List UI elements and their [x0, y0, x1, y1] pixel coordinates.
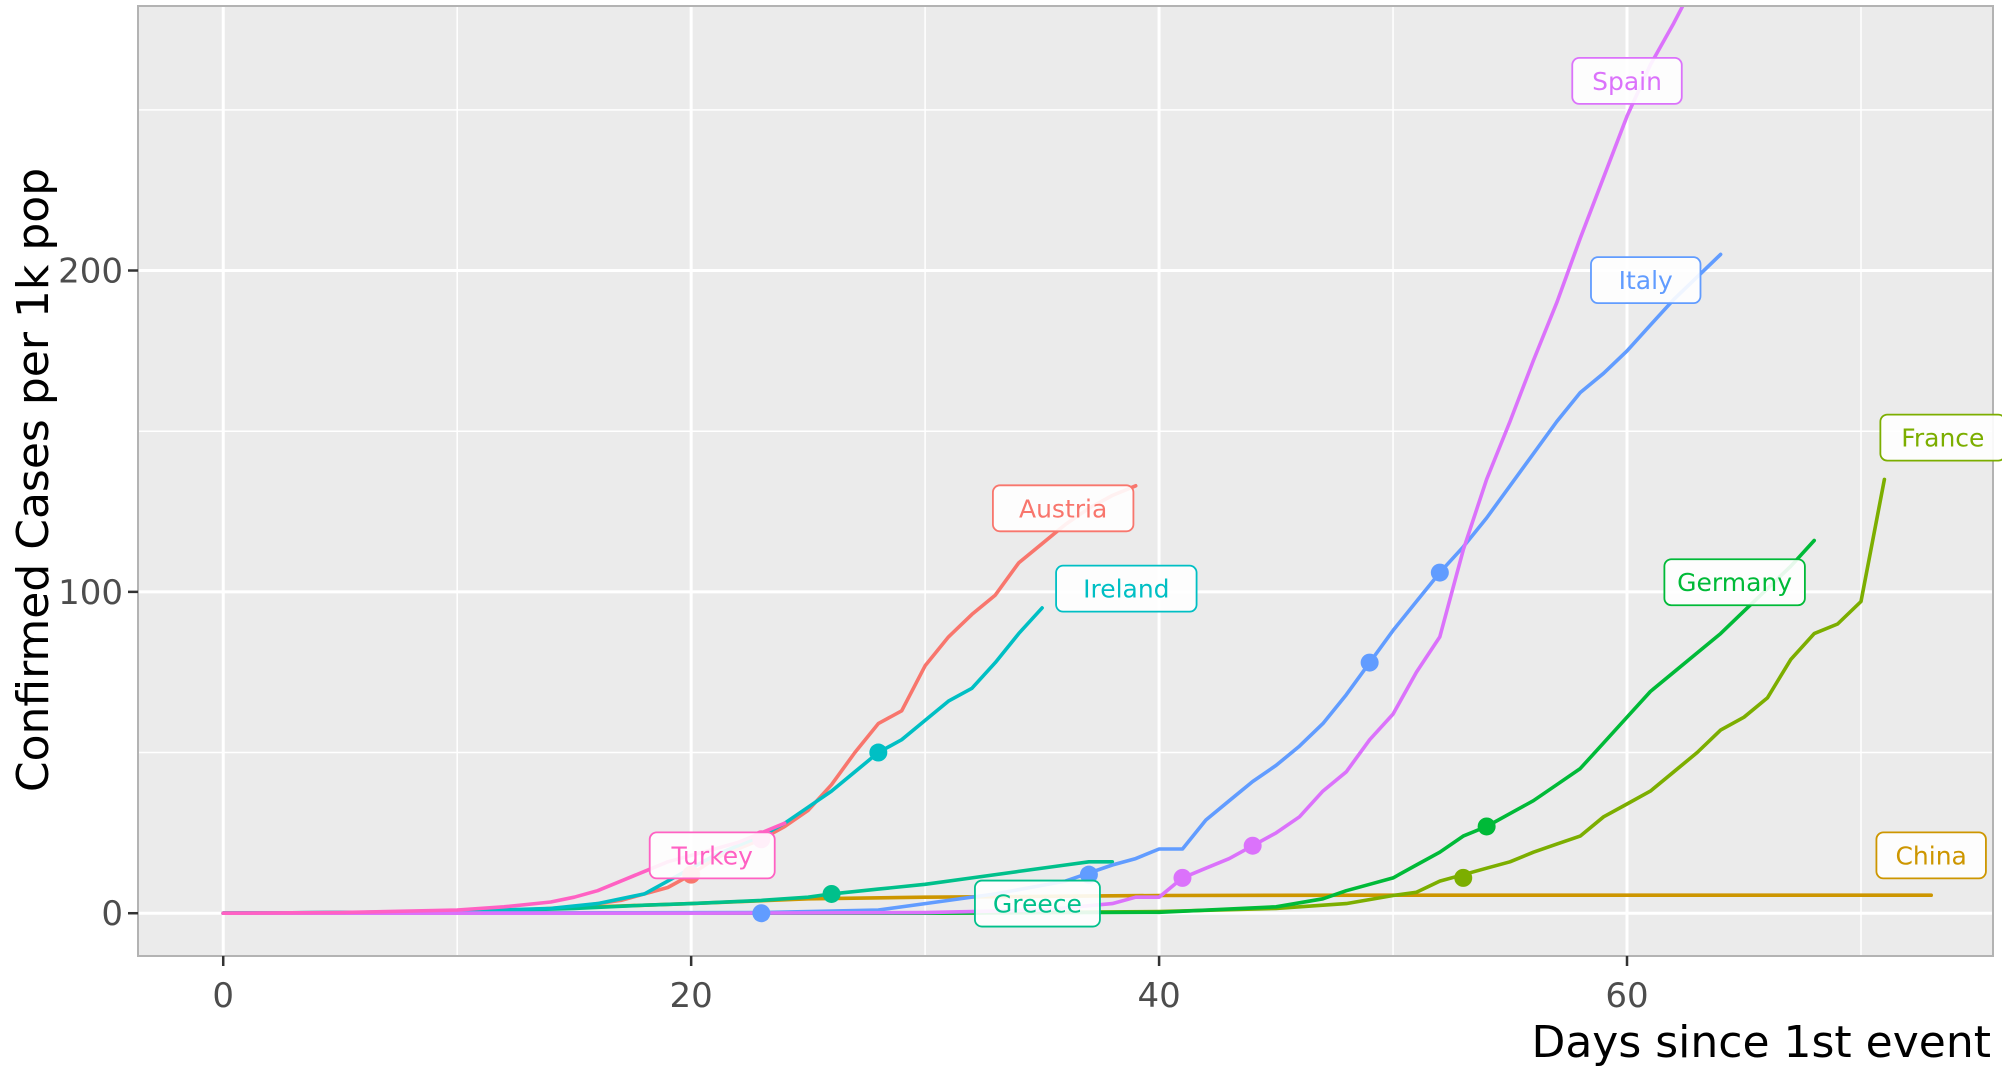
x-tick-label: 20: [670, 976, 713, 1016]
series-marker-spain: [1243, 836, 1262, 855]
series-label-text: Turkey: [671, 841, 754, 870]
x-tick-label: 0: [212, 976, 234, 1016]
series-label-text: France: [1901, 424, 1984, 453]
series-marker-italy: [1430, 563, 1449, 582]
series-label-germany: Germany: [1663, 558, 1806, 607]
axes: 0 20 40 60 0 100 200: [58, 252, 1649, 1016]
x-tick-label: 60: [1605, 976, 1648, 1016]
series-line-germany: [221, 538, 1816, 916]
series-label-text: Greece: [993, 890, 1082, 919]
series-label-france: France: [1879, 413, 2002, 462]
series-marker-italy: [1360, 653, 1379, 672]
series-label-box: [1055, 564, 1198, 613]
series-label-turkey: Turkey: [648, 831, 776, 880]
series-marker-greece: [822, 884, 841, 903]
series-label-box: [1571, 57, 1683, 105]
series-label-austria: Austria: [992, 484, 1135, 533]
series-label-text: China: [1895, 841, 1966, 870]
series-label-spain: Spain: [1571, 57, 1683, 105]
series-label-box: [974, 879, 1101, 928]
y-axis-title: Confirmed Cases per 1k pop: [8, 168, 59, 792]
series-label-text: Germany: [1677, 568, 1792, 597]
series-label-china: China: [1875, 831, 1987, 880]
series-label-ireland: Ireland: [1055, 564, 1198, 613]
series-labels: Austria China France Germany Greece Ireland It…: [648, 57, 2002, 928]
y-tick-label: 0: [101, 894, 123, 934]
series-marker-spain: [1173, 868, 1192, 887]
y-tick-label: 100: [58, 573, 123, 613]
series-label-box: [648, 831, 776, 880]
series-label-box: [1879, 413, 2002, 462]
series-marker-germany: [1477, 817, 1496, 836]
series-marker-italy: [752, 904, 771, 923]
x-tick-label: 40: [1137, 976, 1180, 1016]
series-line-spain: [221, 7, 1685, 916]
series-label-text: Spain: [1592, 67, 1662, 96]
series-label-greece: Greece: [974, 879, 1101, 928]
series-line-italy: [221, 252, 1723, 916]
series-label-text: Ireland: [1083, 575, 1169, 604]
series-label-box: [1590, 256, 1702, 305]
series-marker-italy: [1079, 865, 1098, 884]
series-marker-france: [1454, 868, 1473, 887]
x-axis-title: Days since 1st event: [1531, 1017, 1991, 1068]
y-tick-label: 200: [58, 252, 123, 292]
series-line-ireland: [221, 606, 1044, 916]
series-label-box: [992, 484, 1135, 533]
series-label-text: Italy: [1619, 266, 1673, 295]
series-label-text: Austria: [1019, 494, 1107, 523]
series-label-box: [1663, 558, 1806, 607]
plot-background: [137, 5, 1994, 957]
series-label-italy: Italy: [1590, 256, 1702, 305]
series-marker-ireland: [869, 743, 888, 762]
series-line-france: [221, 477, 1887, 916]
series-label-box: [1875, 831, 1987, 880]
